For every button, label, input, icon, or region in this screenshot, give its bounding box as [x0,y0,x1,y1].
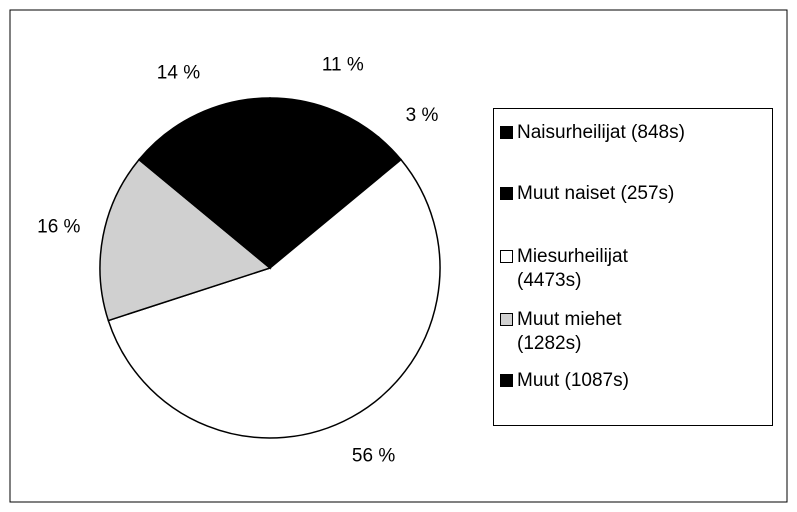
chart-frame [9,9,788,503]
legend-label: Miesurheilijat (4473s) [517,246,628,291]
legend-entry: Muut (1087s) [500,369,770,393]
legend-entry: Muut naiset (257s) [500,182,770,206]
data-label: 56 % [352,445,395,466]
legend-entry: Miesurheilijat (4473s) [500,245,770,293]
data-label: 3 % [406,105,439,126]
legend-label: Naisurheilijat (848s) [517,122,685,143]
legend-swatch [500,313,513,326]
legend-swatch [500,374,513,387]
data-label: 16 % [37,217,80,238]
data-label: 11 % [322,55,364,76]
legend-entry: Muut miehet (1282s) [500,308,770,356]
data-label: 14 % [157,62,200,83]
legend: Naisurheilijat (848s) Muut naiset (257s) M… [493,108,773,426]
pie-slice [269,97,380,271]
pie-slice [137,97,271,270]
legend-label: Muut miehet (1282s) [517,309,622,354]
legend-swatch [500,126,513,139]
legend-entry: Naisurheilijat (848s) [500,121,770,145]
pie-slice [107,158,441,439]
pie-slice [99,158,272,322]
legend-swatch [500,187,513,200]
legend-swatch [500,250,513,263]
legend-label: Muut naiset (257s) [517,183,675,204]
legend-label: Muut (1087s) [517,370,629,391]
